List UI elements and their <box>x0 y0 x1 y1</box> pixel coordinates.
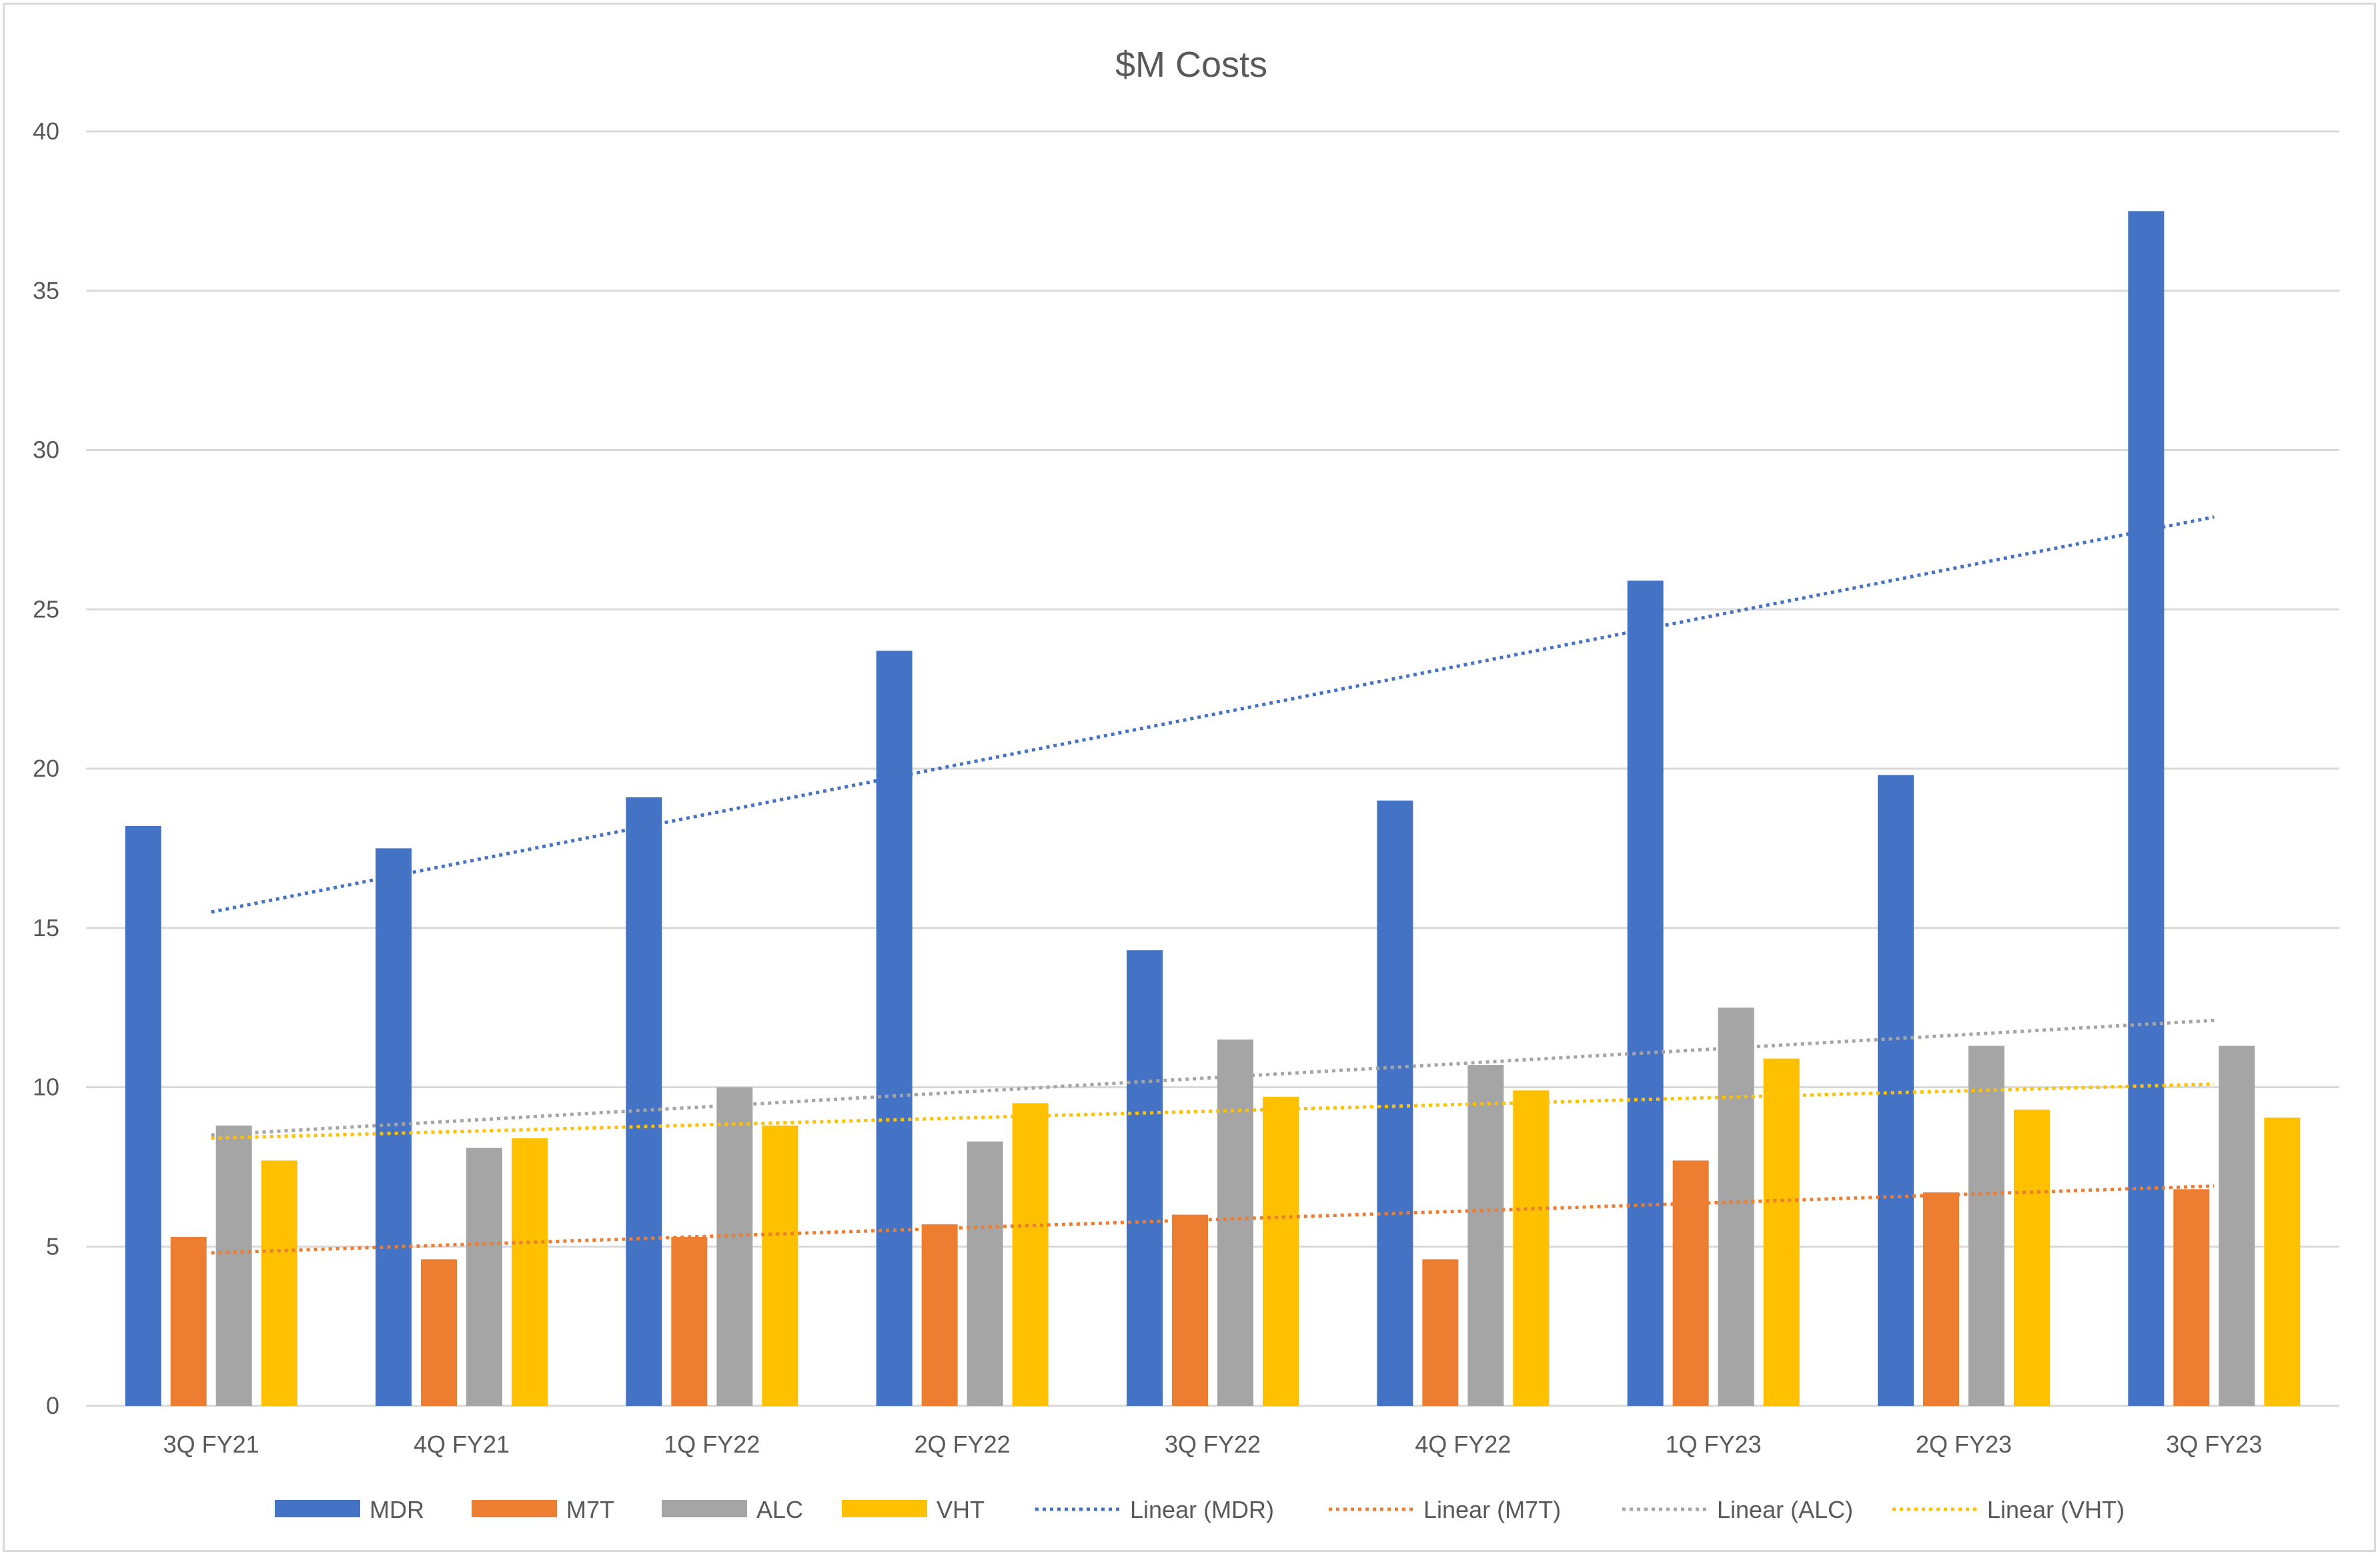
bar-m7t-4 <box>1172 1214 1208 1406</box>
trendlines <box>211 515 2215 1255</box>
legend-label: Linear (M7T) <box>1423 1496 1561 1523</box>
x-tick-label: 3Q FY22 <box>1165 1431 1261 1458</box>
bar-m7t-5 <box>1422 1259 1459 1406</box>
y-tick-label: 0 <box>46 1392 59 1419</box>
legend-item-mdr: MDR <box>275 1496 424 1523</box>
bar-alc-0 <box>215 1125 252 1406</box>
chart-title: $M Costs <box>1115 45 1267 85</box>
bar-alc-4 <box>1217 1039 1253 1406</box>
legend-swatch <box>472 1500 557 1517</box>
bar-m7t-6 <box>1672 1160 1709 1406</box>
bar-alc-7 <box>1968 1046 2004 1406</box>
x-axis-tick-labels: 3Q FY21 4Q FY21 1Q FY22 2Q FY22 3Q FY22 4Q FY… <box>163 1431 2263 1458</box>
bar-vht-3 <box>1012 1103 1049 1406</box>
legend-label: M7T <box>566 1496 614 1523</box>
bar-mdr-6 <box>1627 580 1664 1406</box>
bar-vht-8 <box>2264 1117 2301 1406</box>
x-tick-label: 4Q FY22 <box>1415 1431 1511 1458</box>
bar-mdr-7 <box>1878 775 1914 1406</box>
bar-m7t-7 <box>1923 1192 1959 1406</box>
bar-alc-2 <box>716 1087 753 1406</box>
bar-mdr-4 <box>1127 950 1163 1406</box>
bar-m7t-2 <box>671 1236 708 1406</box>
legend-swatch <box>275 1500 360 1517</box>
y-axis-tick-labels: 0 5 10 15 20 25 30 35 40 <box>33 117 59 1419</box>
x-tick-label: 1Q FY23 <box>1666 1431 1762 1458</box>
bar-m7t-8 <box>2173 1189 2210 1406</box>
chart-frame: $M Costs 0 5 10 15 20 25 30 35 40 3Q FY21 4Q FY21… <box>3 3 2376 1552</box>
x-tick-label: 2Q FY22 <box>915 1431 1011 1458</box>
bar-alc-3 <box>967 1141 1003 1406</box>
y-tick-label: 30 <box>33 436 59 464</box>
bar-vht-6 <box>1763 1058 1800 1406</box>
y-tick-label: 15 <box>33 914 59 941</box>
bar-alc-6 <box>1718 1008 1754 1406</box>
y-tick-label: 25 <box>33 595 59 623</box>
legend: MDR M7T ALC VHT Linear (MDR) Linear (M7T) Line… <box>275 1496 2125 1523</box>
legend-label: MDR <box>370 1496 424 1523</box>
x-tick-label: 2Q FY23 <box>1916 1431 2012 1458</box>
x-tick-label: 3Q FY23 <box>2166 1431 2262 1458</box>
legend-swatch <box>662 1500 747 1517</box>
bar-mdr-8 <box>2128 211 2165 1406</box>
bar-vht-1 <box>512 1138 548 1406</box>
y-tick-label: 40 <box>33 117 59 145</box>
trendline-mdr <box>211 515 2215 914</box>
x-tick-label: 4Q FY21 <box>414 1431 510 1458</box>
legend-swatch <box>842 1500 927 1517</box>
legend-label: VHT <box>937 1496 985 1523</box>
legend-item-vht: VHT <box>842 1496 985 1523</box>
y-tick-label: 35 <box>33 277 59 304</box>
x-tick-label: 1Q FY22 <box>664 1431 760 1458</box>
bar-alc-1 <box>466 1148 502 1406</box>
legend-label: Linear (MDR) <box>1130 1496 1274 1523</box>
legend-item-linear-alc: Linear (ALC) <box>1622 1496 1853 1523</box>
bar-mdr-5 <box>1377 800 1413 1406</box>
bar-m7t-1 <box>421 1259 457 1406</box>
legend-item-m7t: M7T <box>472 1496 614 1523</box>
bar-vht-2 <box>762 1125 798 1406</box>
legend-item-alc: ALC <box>662 1496 803 1523</box>
bar-vht-5 <box>1513 1090 1550 1406</box>
bar-vht-0 <box>261 1160 298 1406</box>
legend-label: Linear (VHT) <box>1987 1496 2125 1523</box>
legend-label: Linear (ALC) <box>1717 1496 1853 1523</box>
bar-m7t-0 <box>170 1236 207 1406</box>
bar-mdr-0 <box>125 825 161 1406</box>
y-tick-label: 10 <box>33 1074 59 1101</box>
bar-alc-8 <box>2219 1046 2255 1406</box>
gridlines <box>86 130 2339 1407</box>
bar-m7t-3 <box>921 1224 958 1406</box>
bar-mdr-2 <box>626 797 662 1406</box>
bar-vht-4 <box>1263 1096 1299 1406</box>
bar-vht-7 <box>2014 1109 2050 1406</box>
bar-alc-5 <box>1467 1065 1504 1406</box>
y-tick-label: 20 <box>33 755 59 782</box>
y-tick-label: 5 <box>46 1232 59 1260</box>
legend-item-linear-vht: Linear (VHT) <box>1892 1496 2125 1523</box>
x-tick-label: 3Q FY21 <box>163 1431 259 1458</box>
bars <box>125 211 2301 1407</box>
chart-svg: $M Costs 0 5 10 15 20 25 30 35 40 3Q FY21 4Q FY21… <box>33 45 2339 1523</box>
legend-item-linear-mdr: Linear (MDR) <box>1035 1496 1274 1523</box>
legend-label: ALC <box>756 1496 803 1523</box>
bar-mdr-1 <box>376 848 412 1406</box>
legend-item-linear-m7t: Linear (M7T) <box>1329 1496 1561 1523</box>
bar-mdr-3 <box>876 651 913 1407</box>
